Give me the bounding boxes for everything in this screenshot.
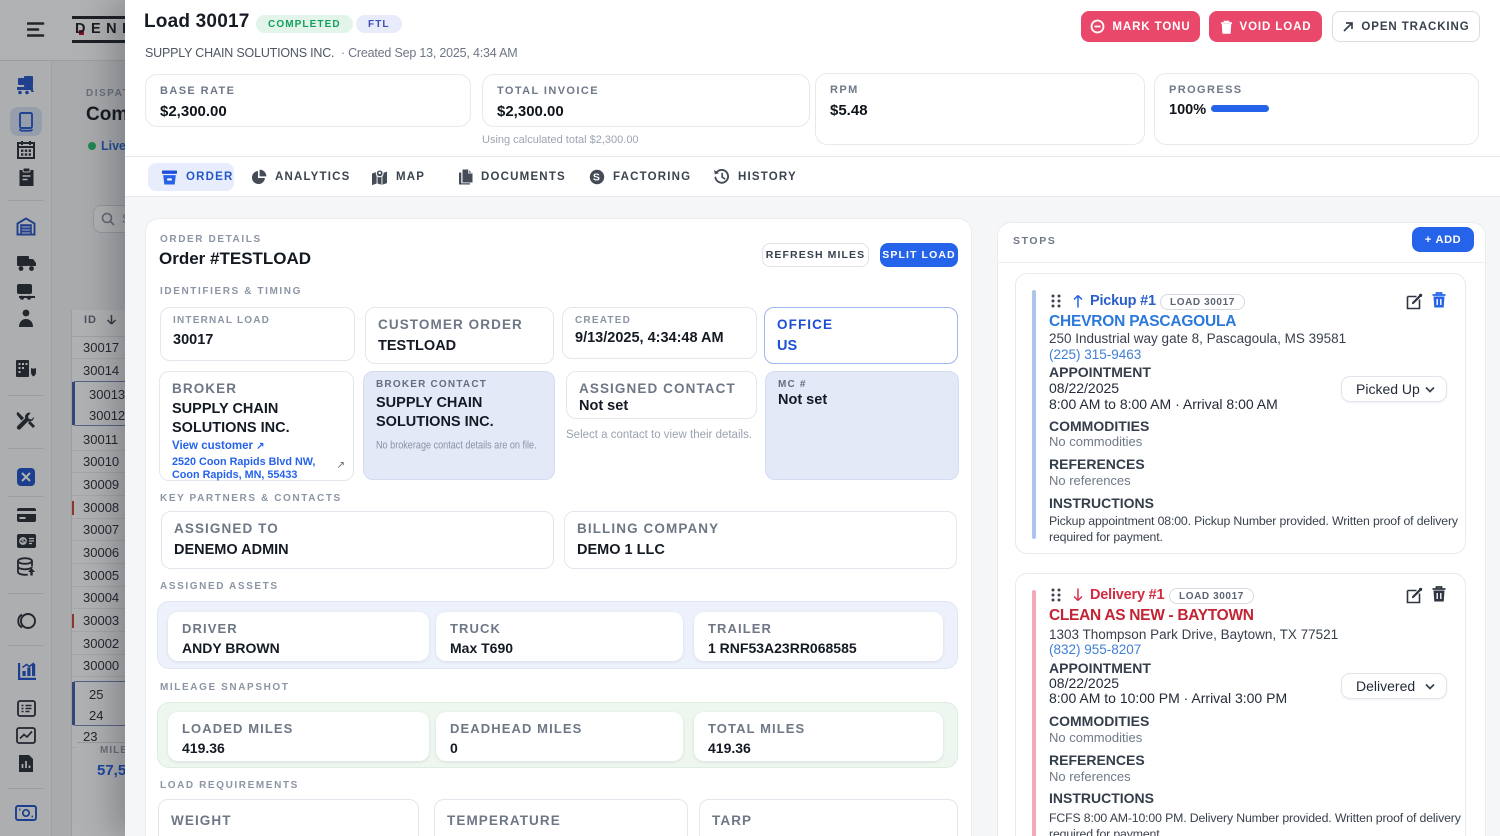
svg-text:S: S <box>593 172 601 184</box>
svg-text:$: $ <box>21 539 25 546</box>
